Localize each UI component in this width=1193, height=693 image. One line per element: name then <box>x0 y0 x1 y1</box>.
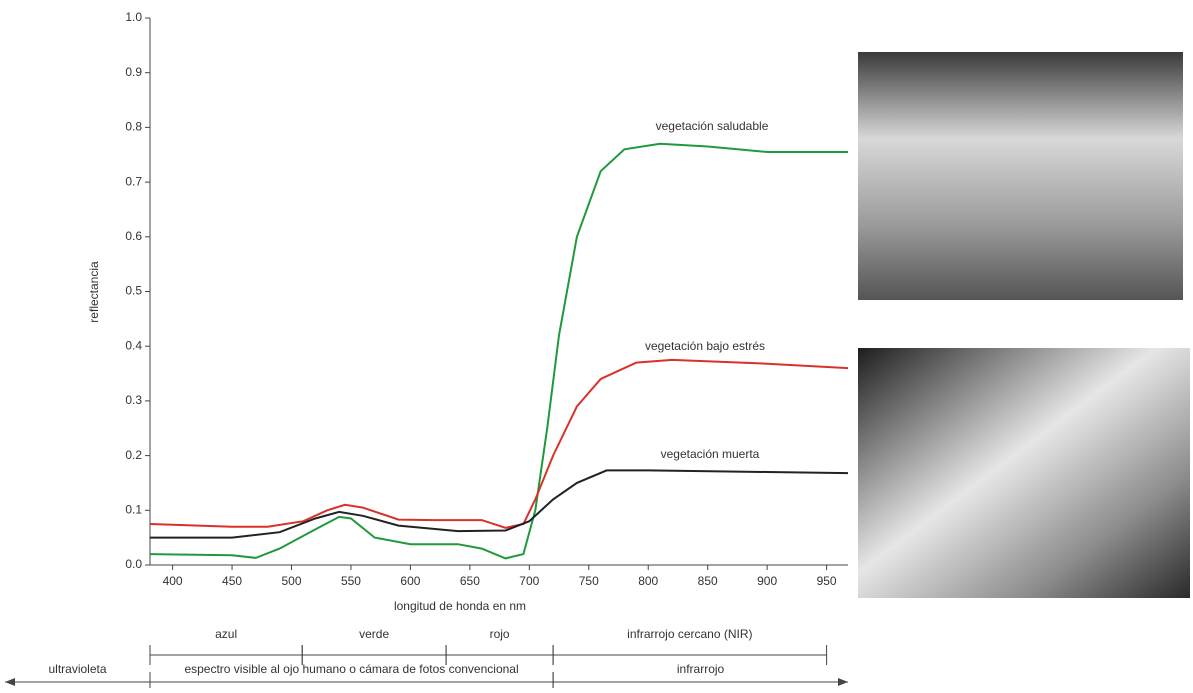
x-tick-label: 750 <box>579 574 599 588</box>
y-tick-label: 0.6 <box>125 229 142 243</box>
y-tick-label: 0.0 <box>125 557 142 571</box>
region-label: ultravioleta <box>48 662 106 676</box>
photo-urban-vegetation <box>858 348 1190 598</box>
x-tick-label: 800 <box>638 574 658 588</box>
series-label: vegetación muerta <box>661 447 760 461</box>
series-label: vegetación saludable <box>656 119 769 133</box>
band-label: infrarrojo cercano (NIR) <box>627 627 752 641</box>
series-line <box>150 360 848 528</box>
page: {"chart_data": { "type": "line", "ylabel… <box>0 0 1193 688</box>
band-label: verde <box>359 627 389 641</box>
x-tick-label: 650 <box>460 574 480 588</box>
y-tick-label: 0.8 <box>125 120 142 134</box>
region-label: infrarrojo <box>677 662 725 676</box>
band-label: rojo <box>490 627 510 641</box>
x-tick-label: 450 <box>222 574 242 588</box>
arrow-head <box>838 678 848 686</box>
y-tick-label: 0.1 <box>125 502 142 516</box>
x-tick-label: 400 <box>163 574 183 588</box>
x-tick-label: 500 <box>281 574 301 588</box>
x-tick-label: 850 <box>698 574 718 588</box>
y-tick-label: 1.0 <box>125 10 142 24</box>
x-tick-label: 700 <box>519 574 539 588</box>
series-label: vegetación bajo estrés <box>645 339 765 353</box>
region-label: espectro visible al ojo humano o cámara … <box>184 662 518 676</box>
y-tick-label: 0.9 <box>125 65 142 79</box>
x-tick-label: 600 <box>400 574 420 588</box>
x-tick-label: 950 <box>817 574 837 588</box>
arrow-head <box>5 678 15 686</box>
photo-healthy-vegetation <box>858 52 1183 300</box>
y-tick-label: 0.7 <box>125 174 142 188</box>
x-tick-label: 550 <box>341 574 361 588</box>
x-tick-label: 900 <box>757 574 777 588</box>
y-axis-label: reflectancia <box>87 261 101 323</box>
y-tick-label: 0.4 <box>125 338 142 352</box>
y-tick-label: 0.3 <box>125 393 142 407</box>
y-tick-label: 0.5 <box>125 284 142 298</box>
chart: reflectancia longitud de honda en nm 0.0… <box>0 0 1193 688</box>
x-axis-label: longitud de honda en nm <box>394 599 526 613</box>
band-label: azul <box>215 627 237 641</box>
y-tick-label: 0.2 <box>125 448 142 462</box>
